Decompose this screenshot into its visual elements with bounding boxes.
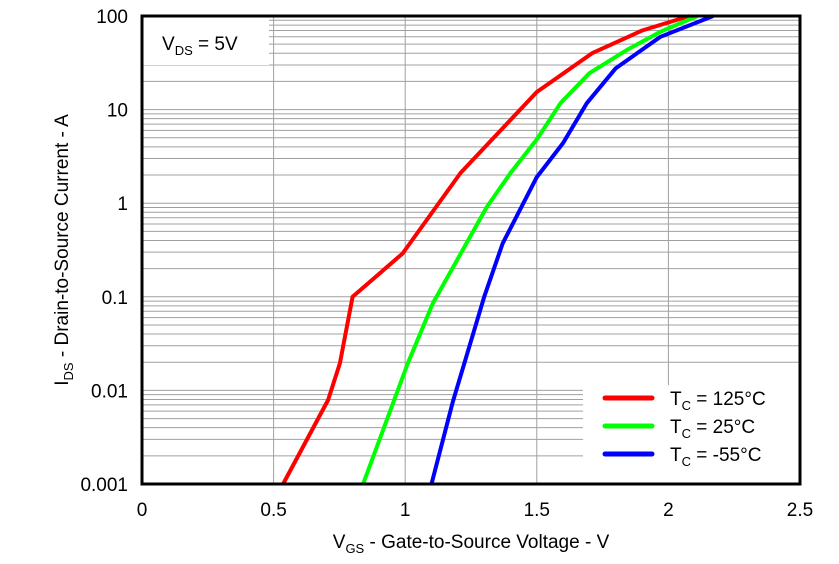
legend-box (583, 385, 799, 483)
x-tick-label: 0 (137, 500, 148, 521)
x-tick-label: 1 (400, 500, 411, 521)
y-tick-label: 0.1 (102, 288, 128, 309)
legend-label-2: TC = -55°C (670, 445, 761, 469)
legend-label-0: TC = 125°C (670, 389, 766, 413)
y-tick-label: 0.001 (80, 475, 128, 496)
x-tick-labels: 0 0.5 1 1.5 2 2.5 (137, 500, 814, 521)
series-line-0 (281, 14, 691, 485)
y-tick-labels: 0.001 0.01 0.1 1 10 100 (80, 7, 128, 496)
y-tick-label: 10 (107, 101, 128, 122)
x-tick-label: 2 (663, 500, 674, 521)
annotation-box (143, 17, 269, 65)
x-tick-label: 0.5 (260, 500, 286, 521)
series-line-2 (429, 14, 714, 485)
legend: TC = 125°C TC = 25°C TC = -55°C (583, 385, 799, 483)
plot-frame (140, 14, 802, 486)
x-tick-label: 1.5 (524, 500, 550, 521)
curves (281, 14, 714, 485)
x-tick-label: 2.5 (787, 500, 813, 521)
y-tick-label: 100 (96, 7, 128, 28)
y-tick-label: 0.01 (91, 381, 128, 402)
legend-label-1: TC = 25°C (670, 417, 755, 441)
series-line-1 (361, 14, 699, 485)
y-tick-label: 1 (117, 194, 128, 215)
y-axis-label: IDS - Drain-to-Source Current - A (52, 114, 76, 386)
x-axis-label: VGS - Gate-to-Source Voltage - V (333, 532, 610, 556)
annotation-vds: VDS = 5V (162, 34, 238, 58)
